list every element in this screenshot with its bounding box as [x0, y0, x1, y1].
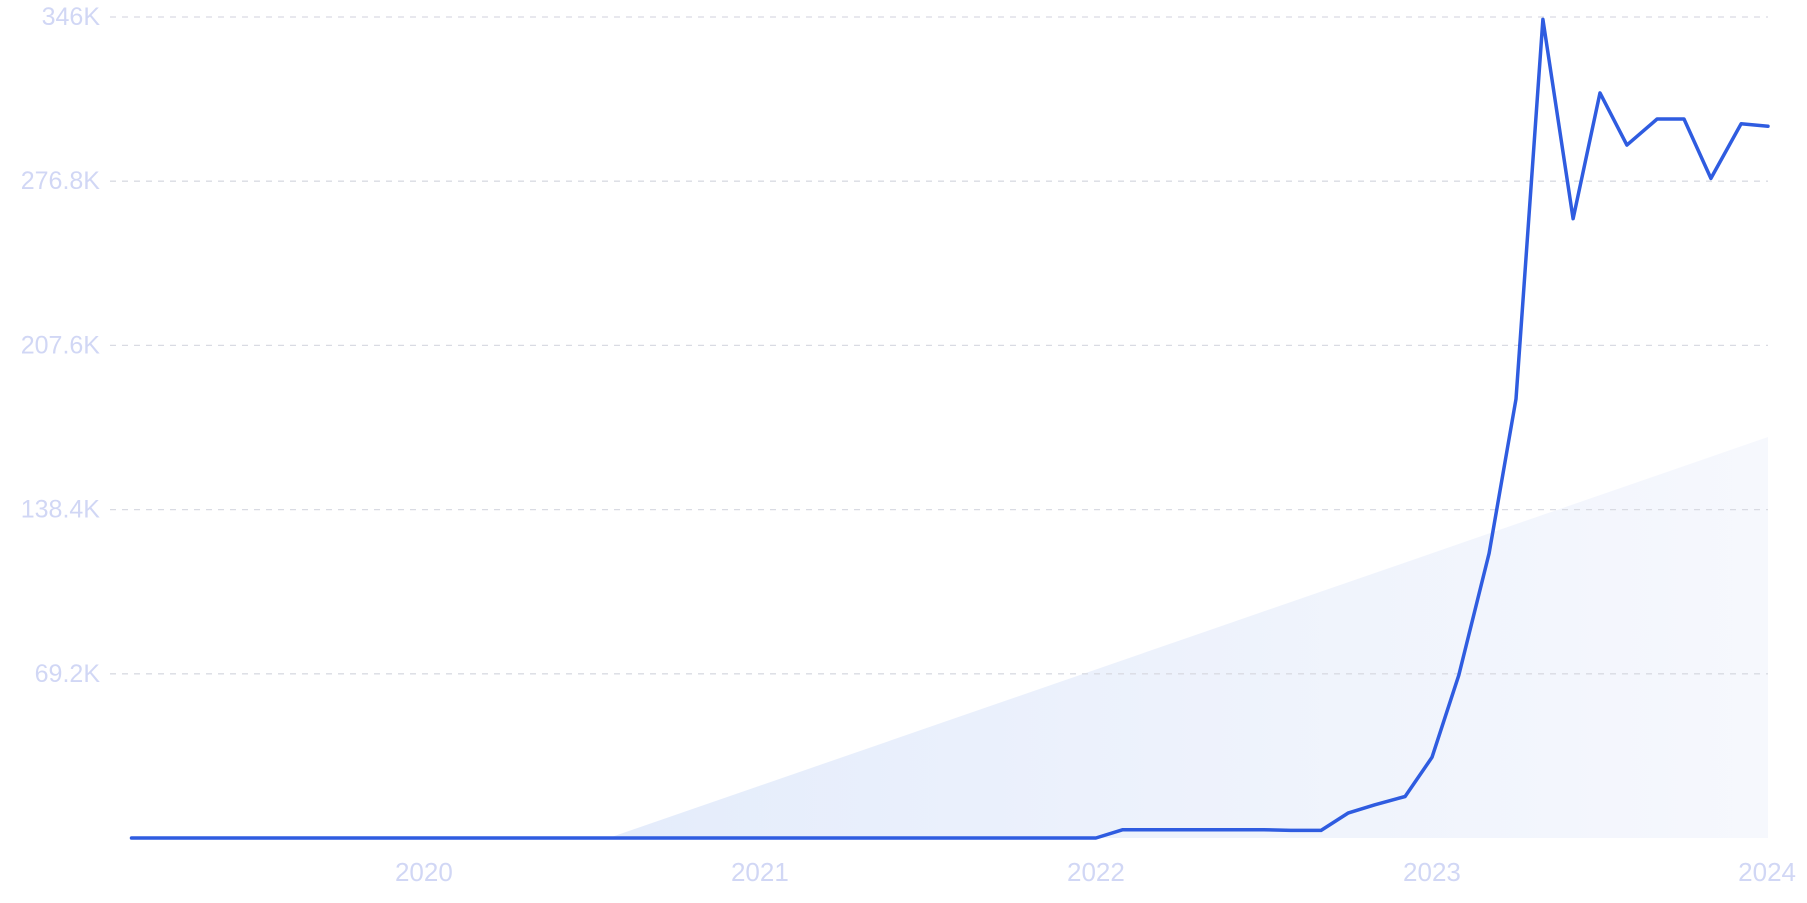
x-tick-label: 2024 — [1738, 857, 1796, 887]
y-tick-label: 207.6K — [21, 331, 101, 359]
gridlines — [110, 16, 1768, 675]
y-tick-label: 138.4K — [21, 496, 101, 524]
y-axis-tick-labels: 69.2K 138.4K 207.6K 276.8K 346K — [21, 3, 101, 688]
x-tick-label: 2023 — [1403, 857, 1461, 887]
y-tick-label: 276.8K — [21, 167, 101, 195]
y-tick-label: 69.2K — [35, 660, 101, 688]
x-tick-label: 2022 — [1067, 857, 1125, 887]
trend-area — [608, 437, 1769, 838]
series-layer — [129, 17, 1770, 840]
x-tick-label: 2020 — [395, 857, 453, 887]
series-line — [129, 17, 1770, 840]
x-axis-tick-labels: 2020 2021 2022 2023 2024 — [395, 857, 1796, 887]
y-tick-label: 346K — [42, 3, 101, 31]
trend-area-layer — [608, 437, 1769, 838]
x-tick-label: 2021 — [731, 857, 789, 887]
